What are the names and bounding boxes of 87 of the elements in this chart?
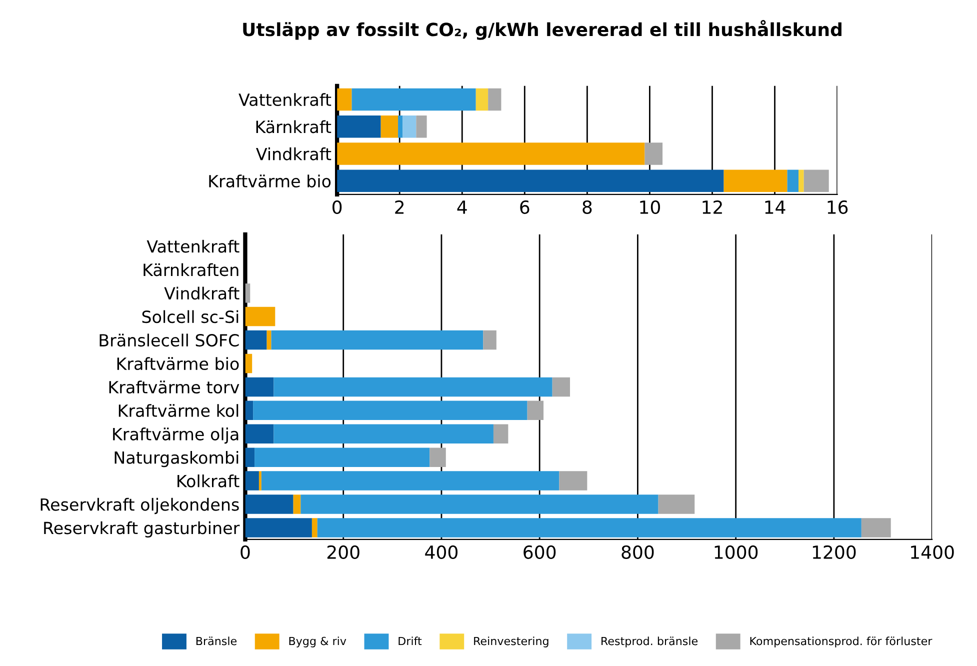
x-tick-label: 400 (425, 545, 458, 559)
bar (245, 448, 255, 467)
bar (337, 142, 645, 165)
bar (352, 88, 476, 111)
bar (380, 115, 398, 138)
bar (787, 170, 799, 192)
bar (402, 115, 416, 138)
legend-label: Drift (398, 636, 422, 646)
x-tick-label: 1200 (812, 545, 856, 559)
bar (430, 448, 446, 467)
bar (804, 170, 829, 192)
bar (398, 115, 403, 138)
bar (293, 494, 301, 514)
x-tick-label: 2 (395, 200, 404, 214)
y-tick-label: Kraftvärme bio (209, 174, 331, 188)
x-tick-label: 6 (520, 200, 530, 214)
y-tick-label: Vattenkraft (146, 240, 240, 253)
bar (245, 518, 312, 538)
y-tick-label: Reservkraft gasturbiner (44, 521, 240, 538)
bar (253, 400, 528, 420)
y-tick-label: Naturgaskombi (114, 451, 238, 468)
bar (337, 115, 381, 138)
y-tick-label: Kraftvärme olja (113, 428, 238, 444)
bar (483, 330, 496, 350)
bar (245, 306, 276, 326)
bar (245, 424, 274, 444)
x-tick-label: 600 (524, 545, 556, 559)
x-tick-label: 800 (622, 545, 654, 559)
bar (658, 494, 695, 514)
bar (254, 448, 430, 467)
y-tick-label: Kraftvärme torv (109, 380, 240, 394)
y-tick-label: Vattenkraft (238, 93, 332, 106)
y-tick-label: Kraftvärme bio (117, 357, 239, 370)
legend-label: Kompensationsprod. för förluster (750, 636, 932, 648)
bar (559, 471, 588, 490)
chart-title: Utsläpp av fossilt CO₂, g/kWh levererad el till hushållskund (243, 20, 842, 40)
bar (300, 494, 658, 514)
x-tick-label: 14 (765, 200, 786, 214)
x-tick-label: 12 (702, 200, 722, 214)
y-tick-label: Reservkraft oljekondens (40, 498, 239, 514)
bar (317, 518, 862, 538)
y-tick-label: Kärnkraften (144, 263, 238, 276)
x-tick-label: 16 (828, 200, 848, 214)
x-tick-label: 1400 (911, 545, 954, 559)
y-tick-label: Bränslecell SOFC (100, 334, 239, 347)
bar (644, 142, 663, 165)
bar (493, 424, 508, 444)
bar (245, 471, 259, 490)
bar (245, 354, 252, 374)
y-tick-label: Kärnkraft (256, 120, 332, 134)
y-tick-label: Vindkraft (256, 147, 332, 160)
x-tick-label: 4 (457, 200, 467, 214)
y-tick-label: Kolkraft (178, 474, 240, 488)
legend-label: Reinvestering (474, 636, 548, 648)
x-tick-label: 0 (332, 200, 342, 214)
bar (258, 471, 262, 490)
bar (552, 377, 570, 397)
legend-label: Bygg & riv (289, 636, 346, 648)
bar (245, 330, 267, 350)
bar (798, 170, 804, 192)
bar (337, 170, 724, 192)
y-tick-label: Vindkraft (164, 286, 240, 300)
legend-label: Restprod. bränsle (602, 636, 698, 648)
y-tick-label: Solcell sc-Si (142, 310, 238, 324)
bar (245, 400, 254, 420)
bar (274, 424, 494, 444)
x-tick-label: 0 (240, 545, 250, 559)
bar (476, 88, 488, 111)
bar (488, 88, 502, 111)
bar (416, 115, 427, 138)
bar (337, 88, 352, 111)
x-tick-label: 10 (640, 200, 660, 214)
bar (261, 471, 560, 490)
bar (861, 518, 891, 538)
bar (245, 494, 294, 514)
bar (527, 400, 544, 420)
bar (724, 170, 788, 192)
x-tick-label: 200 (327, 545, 360, 559)
bar (274, 377, 552, 397)
bar (245, 377, 274, 397)
y-tick-label: Kraftvärme kol (118, 404, 238, 417)
x-tick-label: 1000 (714, 545, 758, 559)
bar (271, 330, 484, 350)
bar (245, 283, 250, 303)
x-tick-label: 8 (582, 200, 592, 214)
legend-label: Bränsle (196, 636, 237, 646)
bar (312, 518, 318, 538)
